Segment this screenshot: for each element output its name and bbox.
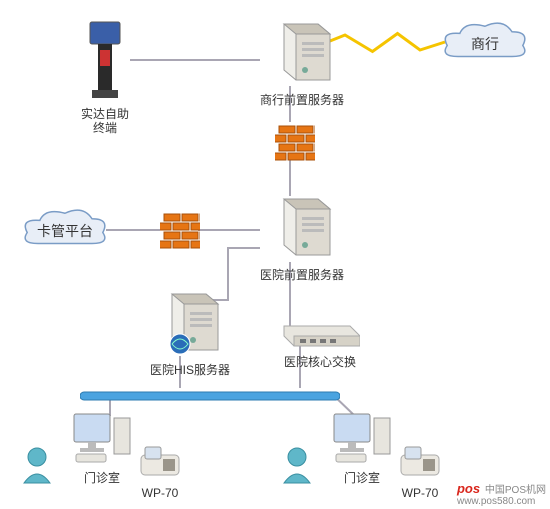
node-label: WP-70 — [135, 486, 185, 500]
node-label: 门诊室 — [70, 471, 134, 485]
svg-text:卡管平台: 卡管平台 — [37, 223, 93, 239]
node-kiosk: 实达自助终端 — [80, 20, 130, 136]
node-label: 医院HIS服务器 — [150, 363, 230, 377]
node-switch: 医院核心交换 — [280, 320, 360, 369]
watermark: pos 中国POS机网 www.pos580.com — [457, 481, 546, 507]
node-cloud_card: 卡管平台 — [20, 205, 110, 265]
node-label: 实达自助终端 — [80, 107, 130, 136]
node-fw1 — [275, 122, 315, 169]
node-label: 医院前置服务器 — [260, 268, 344, 282]
watermark-brand: pos — [457, 481, 480, 496]
node-pos1: WP-70 — [135, 445, 185, 500]
watermark-url: www.pos580.com — [457, 496, 535, 507]
node-label: WP-70 — [395, 486, 445, 500]
watermark-text: 中国POS机网 — [485, 485, 546, 496]
node-label: 门诊室 — [330, 471, 394, 485]
node-bus — [80, 388, 340, 406]
node-user1 — [20, 445, 54, 490]
node-pc1: 门诊室 — [70, 410, 134, 485]
node-his_srv: 医院HIS服务器 — [150, 290, 230, 377]
network-diagram: 实达自助终端 商行前置服务器 商行 卡管平台 医院前置服务器 医院HIS服务器 — [0, 0, 550, 509]
node-cloud_bank: 商行 — [440, 18, 530, 78]
node-fw2 — [160, 210, 200, 257]
node-pc2: 门诊室 — [330, 410, 394, 485]
node-label: 商行前置服务器 — [260, 93, 344, 107]
node-label: 医院核心交换 — [280, 355, 360, 369]
node-user2 — [280, 445, 314, 490]
node-hosp_srv: 医院前置服务器 — [260, 195, 344, 282]
node-bank_srv: 商行前置服务器 — [260, 20, 344, 107]
svg-text:商行: 商行 — [471, 36, 499, 52]
node-pos2: WP-70 — [395, 445, 445, 500]
